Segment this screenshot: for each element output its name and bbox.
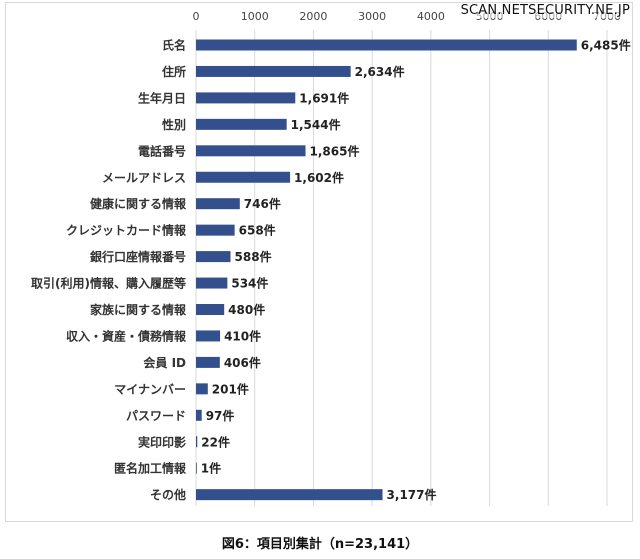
gridlines: [195, 30, 608, 506]
bar: [196, 330, 221, 342]
data-label: 1,691件: [299, 90, 349, 105]
category-label: パスワード: [126, 409, 186, 423]
bar: [196, 224, 235, 236]
category-label: マイナンバー: [114, 382, 186, 396]
category-label: 氏名: [162, 38, 186, 53]
category-label: 取引(利用)情報、購入履歴等: [31, 276, 186, 291]
watermark: SCAN.NETSECURITY.NE.JP: [458, 3, 632, 18]
data-label: 2,634件: [355, 64, 405, 79]
x-tick-label: 2000: [299, 10, 327, 23]
bar: [196, 356, 220, 368]
x-tick-label: 4000: [417, 10, 445, 23]
bar-chart: 01000200030004000500060007000 氏名住所生年月日性別…: [31, 10, 631, 506]
bar: [196, 39, 577, 51]
data-label: 746件: [244, 196, 281, 211]
bar: [196, 277, 228, 289]
category-label: 実印印影: [138, 434, 186, 449]
data-label: 1,602件: [294, 170, 344, 185]
data-label: 1,544件: [291, 117, 341, 132]
category-label: 家族に関する情報: [90, 302, 187, 317]
category-label: メールアドレス: [102, 171, 186, 185]
bar: [196, 489, 383, 501]
data-label: 534件: [231, 276, 268, 291]
x-tick-label: 1000: [241, 10, 269, 23]
category-labels: 氏名住所生年月日性別電話番号メールアドレス健康に関する情報クレジットカード情報銀…: [31, 38, 187, 503]
bar: [196, 383, 208, 395]
x-tick-label: 3000: [358, 10, 386, 23]
data-label: 22件: [201, 434, 230, 449]
x-tick-label: 0: [193, 10, 200, 23]
bar: [196, 171, 291, 183]
bar: [196, 251, 231, 263]
bar: [196, 118, 287, 130]
bar: [196, 65, 351, 77]
data-label: 406件: [224, 355, 261, 370]
category-label: 会員 ID: [143, 355, 186, 370]
data-label: 410件: [224, 328, 261, 343]
category-label: 匿名加工情報: [114, 461, 187, 476]
category-label: 銀行口座情報番号: [89, 249, 186, 264]
bar: [196, 92, 296, 104]
bars: [196, 39, 577, 501]
data-label: 1,865件: [310, 143, 360, 158]
category-label: 健康に関する情報: [90, 196, 187, 211]
bar: [196, 198, 240, 210]
category-label: 生年月日: [138, 90, 186, 105]
chart-frame: [5, 2, 633, 522]
category-label: 収入・資産・債務情報: [66, 328, 187, 343]
bar: [196, 462, 197, 474]
data-label: 1件: [201, 461, 221, 476]
bar: [196, 145, 306, 157]
category-label: 電話番号: [138, 143, 186, 158]
value-labels: 6,485件 2,634件 1,691件 1,544件 1,865件 1,602件 746件…: [201, 38, 631, 503]
data-label: 201件: [212, 381, 249, 396]
data-label: 480件: [228, 302, 265, 317]
category-label: その他: [150, 487, 186, 502]
bar: [196, 409, 202, 421]
data-label: 658件: [239, 223, 276, 238]
bar: [196, 304, 225, 315]
data-label: 588件: [235, 249, 272, 264]
data-label: 97件: [206, 408, 235, 423]
data-label: 3,177件: [387, 487, 437, 502]
data-label: 6,485件: [581, 38, 631, 53]
figure-caption: 図6：項目別集計（n=23,141）: [221, 537, 419, 552]
category-label: 住所: [162, 64, 186, 79]
category-label: 性別: [161, 117, 186, 132]
bar: [196, 436, 198, 448]
category-label: クレジットカード情報: [66, 223, 187, 238]
